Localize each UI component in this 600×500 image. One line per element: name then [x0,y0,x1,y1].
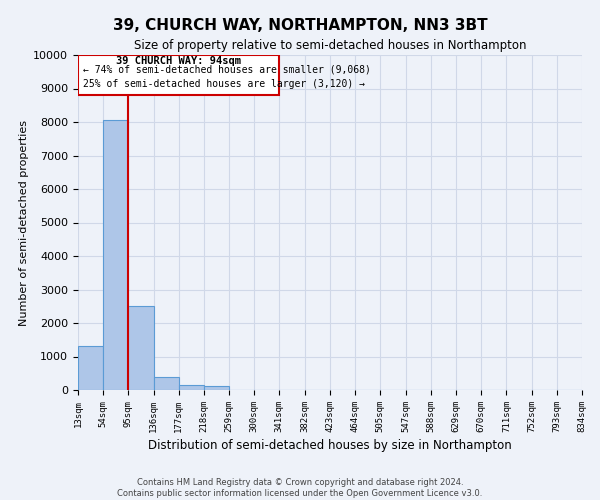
Bar [204,386,229,390]
Text: ← 74% of semi-detached houses are smaller (9,068): ← 74% of semi-detached houses are smalle… [83,64,371,74]
Text: 25% of semi-detached houses are larger (3,120) →: 25% of semi-detached houses are larger (… [83,80,365,90]
Bar [179,385,204,390]
X-axis label: Distribution of semi-detached houses by size in Northampton: Distribution of semi-detached houses by … [148,439,512,452]
Y-axis label: Number of semi-detached properties: Number of semi-detached properties [19,120,29,326]
Text: 39, CHURCH WAY, NORTHAMPTON, NN3 3BT: 39, CHURCH WAY, NORTHAMPTON, NN3 3BT [113,18,487,32]
Title: Size of property relative to semi-detached houses in Northampton: Size of property relative to semi-detach… [134,40,526,52]
Bar [78,346,103,390]
Bar [103,120,128,390]
Text: Contains HM Land Registry data © Crown copyright and database right 2024.
Contai: Contains HM Land Registry data © Crown c… [118,478,482,498]
Text: 39 CHURCH WAY: 94sqm: 39 CHURCH WAY: 94sqm [116,56,241,66]
Bar [78,55,280,95]
Bar [128,306,154,390]
Bar [154,378,179,390]
